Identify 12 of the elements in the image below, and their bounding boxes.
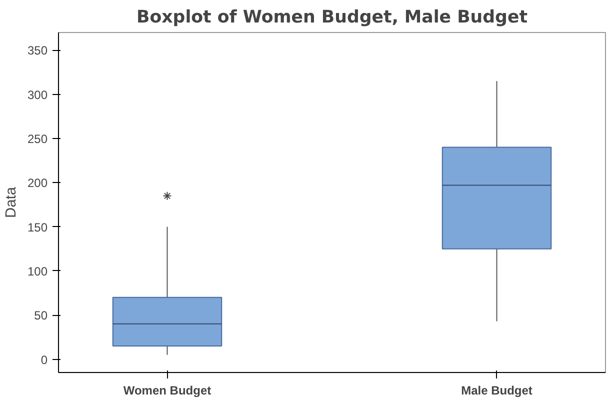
- y-tick-label: 350: [27, 44, 48, 58]
- y-tick-label: 200: [27, 176, 48, 190]
- chart-title: Boxplot of Women Budget, Male Budget: [136, 8, 528, 28]
- x-tick-label: Women Budget: [123, 384, 212, 398]
- y-tick-label: 150: [27, 220, 48, 234]
- y-tick-label: 50: [34, 308, 48, 323]
- y-tick-label: 100: [27, 264, 48, 278]
- y-tick-label: 0: [40, 352, 48, 367]
- y-axis-title: Data: [3, 186, 20, 218]
- y-tick-label: 250: [27, 132, 48, 146]
- y-tick-label: 300: [27, 88, 48, 102]
- x-tick-label: Male Budget: [461, 384, 532, 398]
